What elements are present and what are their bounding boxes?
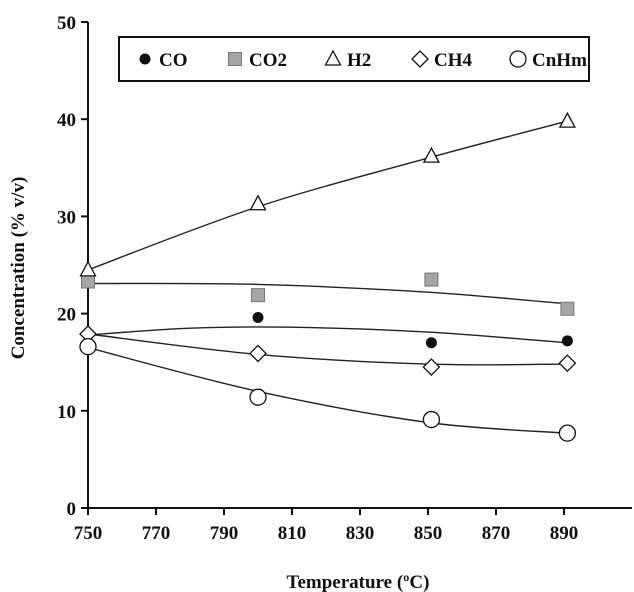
x-tick-label: 750 <box>74 523 103 544</box>
trend-line-co <box>87 326 568 344</box>
data-point-h2 <box>422 146 440 163</box>
data-point-ch4 <box>249 344 267 363</box>
y-tick-label: 20 <box>57 305 76 326</box>
data-point-co2 <box>424 272 439 287</box>
legend-marker-cnhm <box>509 50 527 68</box>
trend-line-co2 <box>87 282 568 305</box>
data-point-h2 <box>558 111 576 128</box>
x-tick-label: 790 <box>210 523 239 544</box>
data-point-co <box>252 311 264 323</box>
legend-marker-h2 <box>324 49 342 66</box>
y-axis-title: Concentration (% v/v) <box>8 177 29 360</box>
x-axis-title: Temperature (ºC) <box>287 572 430 592</box>
y-tick-label: 40 <box>57 110 76 131</box>
data-point-co2 <box>251 288 265 303</box>
legend-label: CO2 <box>249 50 287 71</box>
plot-area: 0 10 20 30 40 50 750 770 790 810 830 850 870 890 <box>57 13 632 544</box>
y-tick-label: 0 <box>67 499 77 520</box>
data-point-cnhm <box>422 410 441 429</box>
x-tick-label: 890 <box>550 523 579 544</box>
data-point-cnhm <box>79 337 97 356</box>
legend: CO CO2 H2 CH4 CnHm <box>118 36 590 82</box>
data-point-cnhm <box>249 388 267 406</box>
data-point-co <box>561 335 573 347</box>
data-point-co <box>425 337 437 349</box>
x-tick-label: 850 <box>414 523 443 544</box>
legend-label: CH4 <box>434 50 473 71</box>
trend-line-cnhm <box>87 346 568 434</box>
trend-line-ch4 <box>87 333 568 366</box>
data-point-co2 <box>560 301 575 316</box>
data-point-cnhm <box>558 424 577 442</box>
legend-label: CnHm <box>532 50 587 71</box>
data-point-h2 <box>249 194 267 211</box>
data-point-ch4 <box>422 358 441 376</box>
x-tick-label: 810 <box>278 523 307 544</box>
x-tick-label: 830 <box>346 523 375 544</box>
data-point-h2 <box>79 260 97 277</box>
x-tick-label: 870 <box>482 523 511 544</box>
legend-marker-co2 <box>228 52 242 66</box>
y-tick-label: 50 <box>57 13 76 34</box>
y-tick-label: 10 <box>57 402 76 423</box>
x-tick-label: 770 <box>142 523 171 544</box>
data-point-co2 <box>81 274 95 289</box>
legend-marker-co <box>139 53 151 65</box>
data-point-ch4 <box>558 354 577 373</box>
trend-line-h2 <box>87 120 568 271</box>
legend-label: CO <box>159 50 188 71</box>
legend-label: H2 <box>347 50 371 71</box>
y-tick-label: 30 <box>57 207 76 228</box>
legend-marker-ch4 <box>411 50 429 68</box>
